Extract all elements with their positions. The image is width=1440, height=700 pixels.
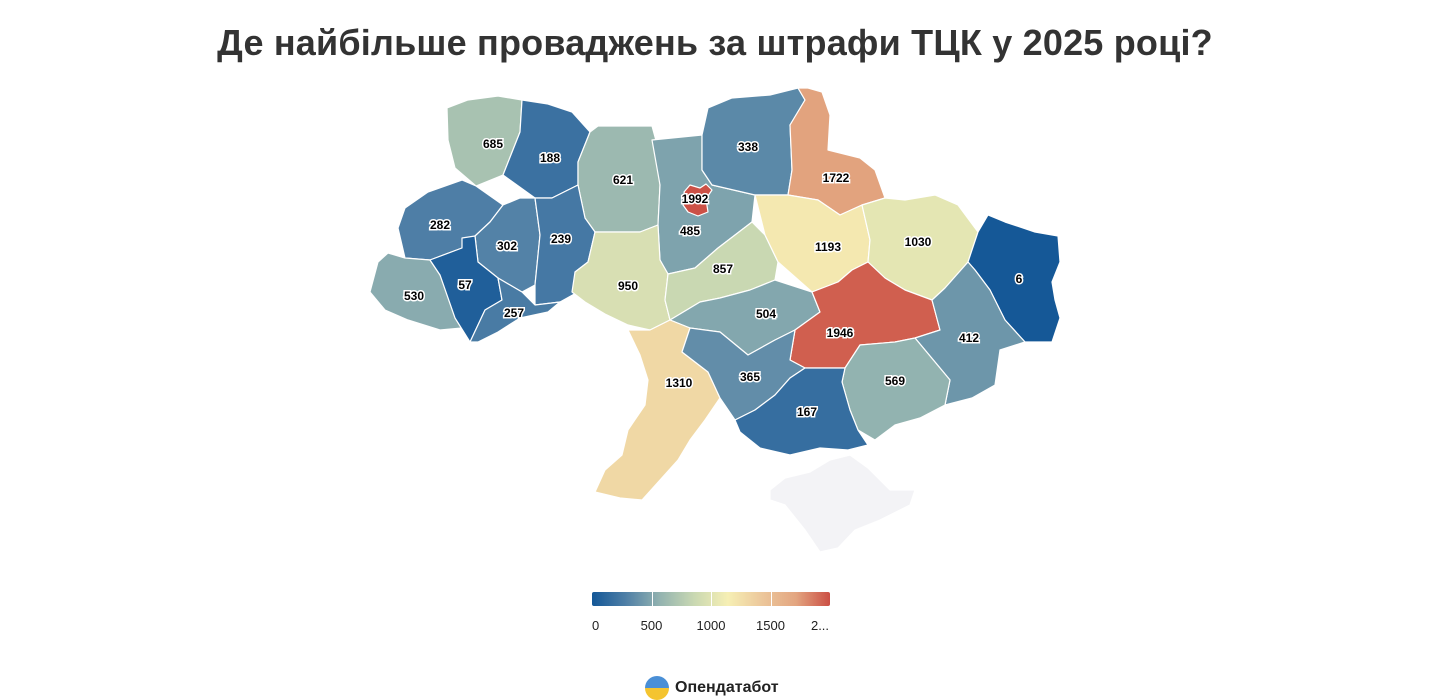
region-chernivtsi[interactable] (469, 277, 561, 343)
region-value-label-ivano-frankivsk: 57 (458, 278, 472, 292)
region-value-label-lviv: 282 (430, 218, 450, 232)
region-value-label-mykolaiv: 365 (740, 370, 760, 384)
legend-tick (711, 592, 712, 606)
region-kherson[interactable] (734, 367, 869, 456)
region-value-label-zaporizhzhia: 569 (885, 374, 905, 388)
brand-name: Опендатабот (675, 679, 779, 696)
region-crimea[interactable] (769, 454, 916, 553)
region-value-label-donetsk: 412 (959, 331, 979, 345)
legend-tick (770, 592, 772, 606)
region-value-label-rivne: 188 (540, 151, 560, 165)
legend-label: 500 (640, 618, 663, 633)
region-value-label-ternopil: 302 (497, 239, 517, 253)
region-value-label-zakarpattia: 530 (404, 289, 424, 303)
legend-tick (651, 592, 653, 606)
legend-label: 0 (592, 618, 600, 633)
region-value-label-luhansk: 6 (1016, 272, 1023, 286)
region-value-label-chernihiv: 338 (738, 140, 758, 154)
region-value-label-dnipropetrovsk: 1946 (827, 326, 854, 340)
region-value-label-sumy: 1722 (823, 171, 850, 185)
region-kyiv-city[interactable] (682, 183, 713, 217)
region-value-label-kharkiv: 1030 (905, 235, 932, 249)
region-value-label-zhytomyr: 621 (613, 173, 633, 187)
legend-tick-labels: 0 500 1000 1500 2... (592, 618, 830, 634)
region-value-label-chernivtsi: 257 (504, 306, 524, 320)
legend-label: 1000 (696, 618, 726, 633)
legend-label: 1500 (756, 618, 785, 633)
region-value-label-kyiv-city: 1992 (682, 192, 709, 206)
region-sumy[interactable] (787, 87, 886, 216)
region-value-label-volyn: 685 (483, 137, 503, 151)
legend-label: 2... (810, 618, 830, 633)
region-value-label-vinnytsia: 950 (618, 279, 638, 293)
region-value-label-poltava: 1193 (815, 240, 841, 254)
region-value-label-kherson: 167 (797, 405, 817, 419)
region-value-label-khmelnytskyi: 239 (551, 232, 571, 246)
region-value-label-cherkasy: 857 (713, 262, 733, 276)
opendatabot-logo-icon (645, 676, 669, 700)
legend-color-bar (592, 592, 830, 606)
region-value-label-odesa: 1310 (666, 376, 693, 390)
color-legend: 0 500 1000 1500 2... (592, 592, 830, 634)
map-title: Де найбільше проваджень за штрафи ТЦК у … (217, 22, 1213, 63)
region-value-label-kyiv-oblast: 485 (680, 224, 700, 238)
region-value-label-kirovohrad: 504 (756, 307, 776, 321)
brand-footer[interactable]: Опендатабот (645, 676, 779, 700)
